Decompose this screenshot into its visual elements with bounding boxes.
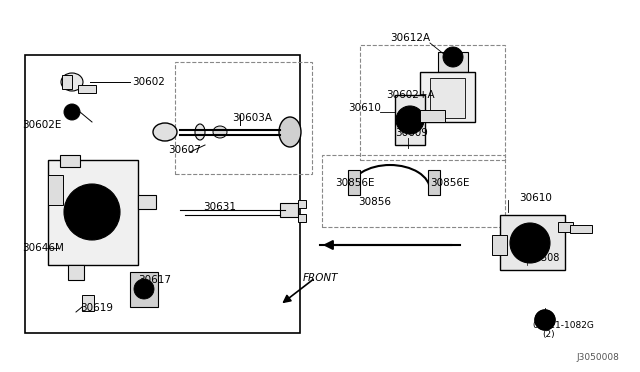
Text: SEC.308: SEC.308	[519, 253, 559, 263]
Text: 30603A: 30603A	[232, 113, 272, 123]
Circle shape	[396, 106, 424, 134]
Text: 30609: 30609	[395, 128, 428, 138]
Ellipse shape	[213, 126, 227, 138]
Bar	[48, 175, 63, 205]
Text: 30612A: 30612A	[390, 33, 430, 43]
Ellipse shape	[61, 73, 83, 91]
Text: 30856E: 30856E	[430, 178, 470, 188]
Text: J3050008: J3050008	[576, 353, 619, 362]
Circle shape	[69, 109, 75, 115]
Circle shape	[64, 104, 80, 120]
Circle shape	[443, 47, 463, 67]
Circle shape	[74, 194, 110, 230]
Bar	[430, 78, 465, 118]
Circle shape	[510, 223, 550, 263]
Bar	[570, 225, 592, 233]
Bar	[492, 235, 507, 255]
Text: 30610: 30610	[348, 103, 381, 113]
Bar	[130, 272, 158, 307]
Text: 30619: 30619	[80, 303, 113, 313]
Text: 30602+A: 30602+A	[386, 90, 435, 100]
Bar	[558, 222, 573, 232]
Bar	[360, 45, 505, 160]
Text: FRONT: FRONT	[303, 273, 339, 283]
Ellipse shape	[279, 117, 301, 147]
Text: 30856: 30856	[358, 197, 391, 207]
Circle shape	[520, 233, 540, 253]
Bar	[348, 170, 360, 195]
Bar	[62, 75, 72, 89]
Bar	[280, 203, 298, 217]
Text: 30607: 30607	[168, 145, 201, 155]
Bar	[48, 160, 138, 265]
Circle shape	[64, 184, 120, 240]
Bar	[60, 155, 80, 167]
Text: 30646M: 30646M	[22, 243, 64, 253]
Bar	[138, 195, 156, 209]
Circle shape	[535, 310, 555, 330]
Bar	[322, 155, 505, 227]
Bar	[428, 170, 440, 195]
Text: 30856E: 30856E	[335, 178, 374, 188]
Text: 30602: 30602	[132, 77, 165, 87]
Bar	[438, 52, 468, 72]
Text: 30631: 30631	[203, 202, 236, 212]
Text: 30610: 30610	[519, 193, 552, 203]
Text: (2): (2)	[542, 330, 555, 340]
Bar	[175, 62, 312, 174]
Bar	[395, 95, 425, 145]
Text: 30617: 30617	[138, 275, 171, 285]
Text: N: N	[534, 315, 540, 324]
Ellipse shape	[153, 123, 177, 141]
Bar	[68, 265, 84, 280]
Bar	[420, 110, 445, 122]
Text: 08911-1082G: 08911-1082G	[532, 321, 594, 330]
Circle shape	[134, 279, 154, 299]
Bar	[25, 55, 300, 333]
Bar	[82, 295, 94, 311]
Bar	[298, 200, 306, 208]
Text: 30602E: 30602E	[22, 120, 61, 130]
Circle shape	[535, 310, 555, 330]
Bar	[78, 85, 96, 93]
Bar	[420, 72, 475, 122]
Bar	[500, 215, 565, 270]
Ellipse shape	[195, 124, 205, 140]
Bar	[298, 214, 306, 222]
